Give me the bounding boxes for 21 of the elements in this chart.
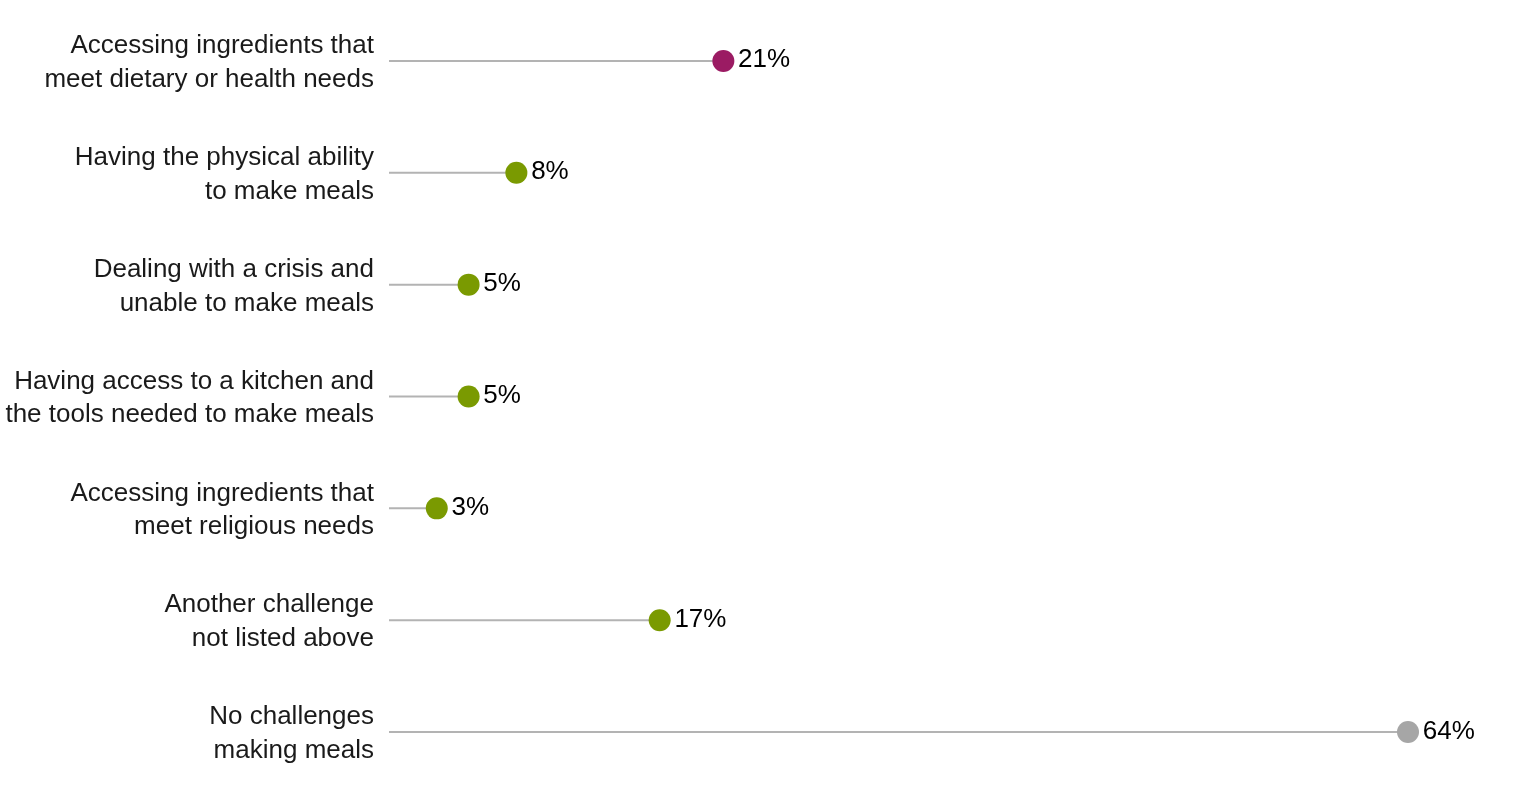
y-tick-label: Having access to a kitchen and the tools needed to make meals — [5, 364, 374, 429]
data-label: 5% — [483, 379, 521, 409]
y-tick-label: Having the physical ability to make meals — [74, 140, 374, 205]
point — [505, 161, 528, 184]
y-tick-label: Accessing ingredients that meet dietary or health needs — [44, 29, 375, 93]
y-tick-label: Dealing with a crisis and unable to make meals — [93, 252, 374, 317]
data-label: 64% — [1422, 714, 1475, 745]
data-label: 8% — [531, 155, 569, 186]
data-label: 17% — [674, 602, 727, 633]
point — [425, 497, 448, 520]
point — [457, 385, 480, 408]
point — [1397, 721, 1419, 744]
y-tick-label: Another challenge not listed above — [164, 588, 374, 653]
data-label: 21% — [738, 43, 791, 74]
y-tick-label: Accessing ingredients that meet religious needs — [70, 476, 375, 541]
data-label: 5% — [483, 267, 521, 298]
y-tick-label: No challenges making meals — [209, 700, 374, 765]
point — [648, 609, 671, 632]
data-label: 3% — [451, 490, 490, 521]
point — [457, 273, 480, 296]
point — [712, 49, 735, 72]
